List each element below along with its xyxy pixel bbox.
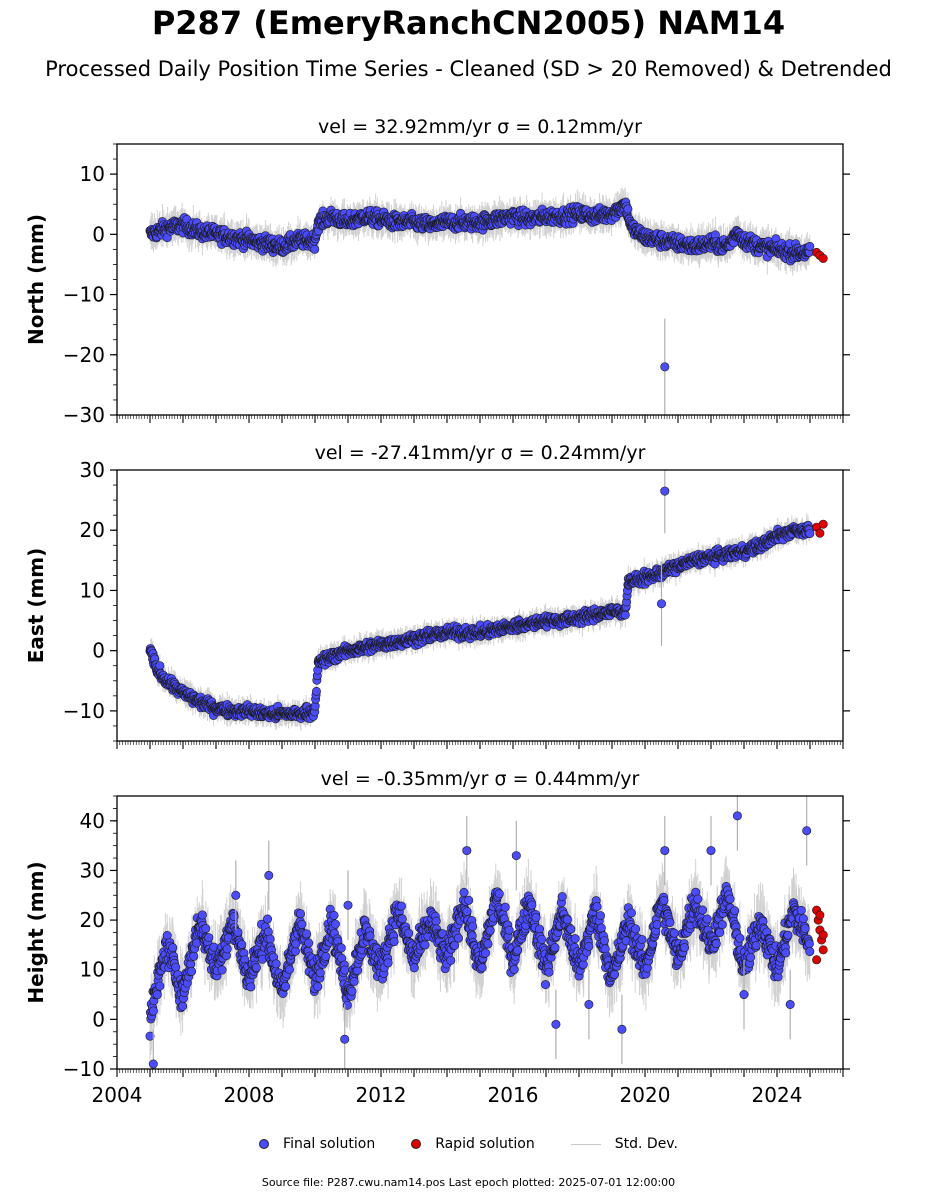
panel-title: vel = 32.92mm/yr σ = 0.12mm/yr	[318, 116, 642, 138]
figure-subtitle: Processed Daily Position Time Series - C…	[45, 57, 892, 81]
final-point	[623, 204, 633, 214]
final-point	[155, 661, 165, 671]
outlier-points	[660, 318, 670, 415]
rapid-point	[818, 253, 828, 263]
panel-1: vel = 32.92mm/yr σ = 0.12mm/yr North (mm)…	[24, 116, 850, 427]
y-tick-label: −10	[63, 283, 105, 307]
panel-title: vel = -27.41mm/yr σ = 0.24mm/yr	[315, 442, 646, 464]
y-axis-label: East (mm)	[24, 548, 48, 664]
final-point	[310, 244, 320, 254]
y-tick-label: −30	[63, 403, 105, 427]
panel-2: vel = -27.41mm/yr σ = 0.24mm/yr East (mm)…	[24, 442, 850, 749]
y-tick-label: 0	[92, 222, 105, 246]
final-solution-points	[145, 520, 815, 724]
outlier-point	[660, 362, 670, 372]
plot-area	[145, 187, 828, 415]
figure-title: P287 (EmeryRanchCN2005) NAM14	[151, 4, 786, 42]
final-point	[805, 241, 815, 251]
final-solution-points	[145, 197, 815, 266]
rapid-solution-points	[812, 247, 828, 263]
plot-frame	[116, 143, 844, 416]
y-axis-label: North (mm)	[24, 214, 48, 345]
plot-area	[145, 470, 828, 731]
y-tick-label: 10	[80, 162, 105, 186]
time-series-chart: vel = 32.92mm/yr σ = 0.12mm/yr North (mm)…	[24, 116, 850, 1107]
y-tick-label: −20	[63, 343, 105, 367]
